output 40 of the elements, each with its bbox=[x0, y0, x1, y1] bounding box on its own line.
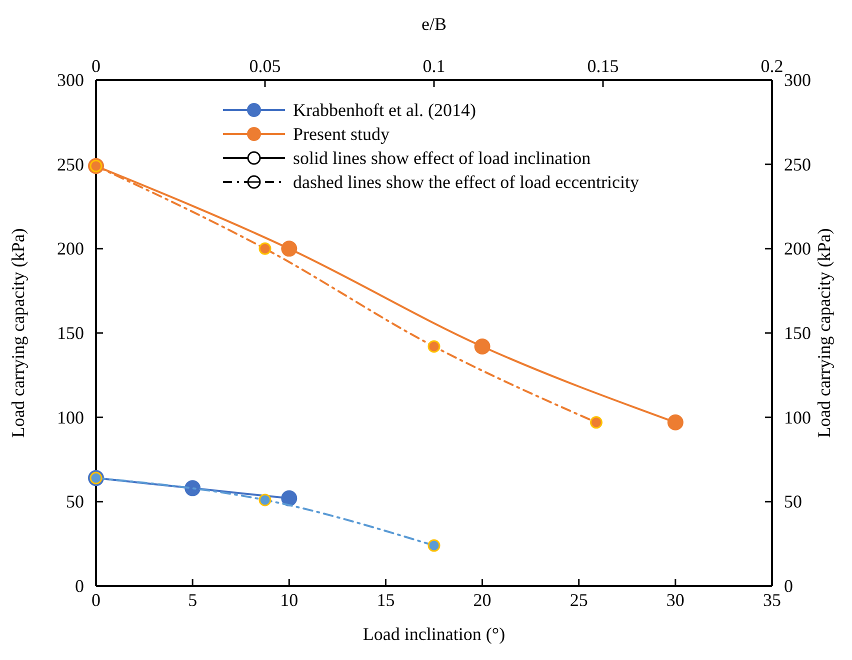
y-tick-label: 150 bbox=[57, 323, 84, 343]
point bbox=[474, 338, 490, 354]
x2-tick-label: 0 bbox=[92, 56, 100, 76]
point bbox=[281, 240, 298, 257]
x-tick-label: 25 bbox=[570, 590, 588, 610]
x2-tick-label: 0.15 bbox=[587, 56, 619, 76]
y2-tick-label: 100 bbox=[784, 407, 811, 428]
y2-tick-label: 250 bbox=[784, 154, 811, 174]
x-tick-label: 5 bbox=[188, 590, 198, 610]
y2-tick-label: 0 bbox=[784, 576, 793, 596]
y-tick-label: 50 bbox=[66, 492, 84, 512]
x-tick-label: 10 bbox=[280, 590, 298, 610]
x-tick-label: 0 bbox=[92, 590, 100, 610]
x-tick-label: 35 bbox=[763, 590, 781, 610]
point bbox=[667, 414, 684, 430]
annotation: dashed lines show the effect of load eccentricity bbox=[293, 172, 640, 192]
x-tick-label: 15 bbox=[376, 590, 395, 610]
legend-label: Krabbenhoft et al. (2014) bbox=[293, 100, 476, 120]
x-axis-title: Load inclination (°) bbox=[362, 624, 506, 644]
y2-tick-label: 150 bbox=[784, 323, 811, 343]
x2-tick-label: 0.1 bbox=[422, 56, 446, 76]
y-tick-label: 0 bbox=[75, 576, 84, 596]
y2-tick-label: 300 bbox=[784, 70, 811, 90]
y-axis-title: Load carrying capacity (kPa) bbox=[8, 228, 28, 438]
point bbox=[184, 480, 201, 496]
y2-tick-label: 50 bbox=[784, 492, 802, 512]
legend-label: Present study bbox=[293, 124, 390, 144]
point bbox=[281, 490, 298, 506]
y-tick-label: 250 bbox=[57, 154, 84, 174]
y-tick-label: 200 bbox=[57, 238, 84, 259]
x2-axis-title: e/B bbox=[422, 14, 446, 34]
x2-tick-label: 0.05 bbox=[249, 56, 281, 76]
x-tick-label: 30 bbox=[666, 590, 684, 610]
y-tick-label: 100 bbox=[57, 407, 84, 428]
y2-axis-title: Load carrying capacity (kPa) bbox=[814, 228, 834, 438]
y-tick-label: 300 bbox=[57, 70, 84, 90]
annotation: solid lines show effect of load inclination bbox=[293, 148, 591, 168]
y2-tick-label: 200 bbox=[784, 238, 811, 259]
x-tick-label: 20 bbox=[473, 590, 492, 610]
x2-tick-label: 0.2 bbox=[760, 56, 784, 76]
